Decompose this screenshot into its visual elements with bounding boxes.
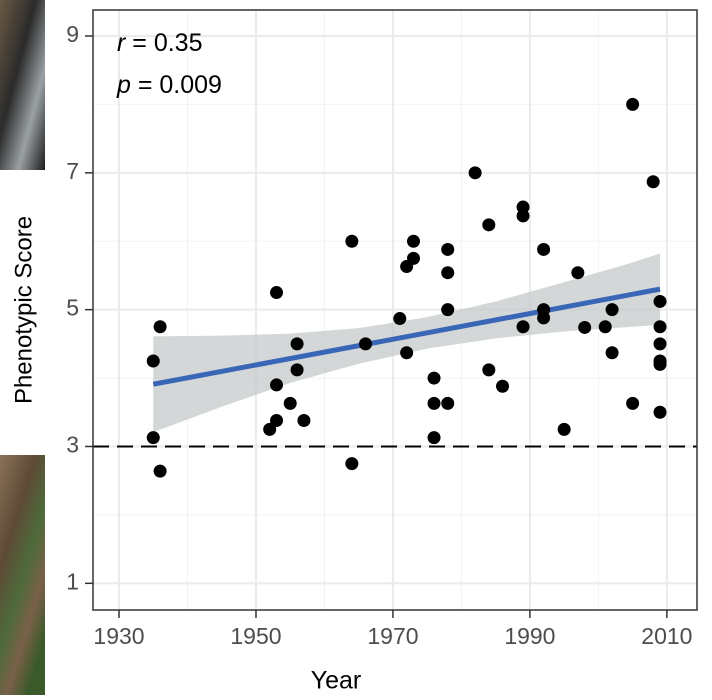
x-tick-label: 1950: [230, 623, 281, 649]
photo-bottom: [0, 455, 45, 695]
data-point: [516, 200, 530, 214]
data-point: [283, 396, 297, 410]
data-point: [441, 242, 455, 256]
data-point: [646, 175, 660, 189]
photo-top: [0, 0, 45, 170]
data-point: [290, 363, 304, 377]
data-point: [441, 266, 455, 280]
x-tick-label: 2010: [641, 623, 692, 649]
data-point: [153, 464, 167, 478]
y-tick-label: 7: [66, 158, 79, 184]
y-tick-label: 1: [66, 568, 79, 594]
y-tick-label: 5: [66, 295, 79, 321]
data-point: [427, 396, 441, 410]
x-tick-label: 1990: [504, 623, 555, 649]
data-point: [345, 234, 359, 248]
x-tick-label: 1930: [93, 623, 144, 649]
x-tick-label: 1970: [367, 623, 418, 649]
data-point: [359, 337, 373, 351]
data-point: [297, 413, 311, 427]
data-point: [441, 303, 455, 317]
data-point: [571, 266, 585, 280]
data-point: [537, 242, 551, 256]
data-point: [482, 363, 496, 377]
data-point: [653, 405, 667, 419]
data-point: [393, 312, 407, 326]
data-point: [345, 457, 359, 471]
y-tick-label: 3: [66, 432, 79, 458]
data-point: [146, 431, 160, 445]
data-point: [537, 311, 551, 325]
data-point: [400, 346, 414, 360]
data-point: [557, 422, 571, 436]
data-point: [516, 209, 530, 223]
stat-annotation: r = 0.35: [117, 29, 202, 57]
data-point: [441, 396, 455, 410]
data-point: [146, 354, 160, 368]
panel-border: [92, 9, 698, 611]
data-point: [516, 320, 530, 334]
x-axis-title: Year: [311, 667, 362, 695]
data-point: [626, 97, 640, 111]
data-point: [270, 413, 284, 427]
stat-annotation: p = 0.009: [116, 71, 222, 99]
data-point: [605, 346, 619, 360]
data-point: [496, 379, 510, 393]
data-point: [578, 320, 592, 334]
data-point: [626, 396, 640, 410]
data-point: [427, 431, 441, 445]
regression-line: [152, 286, 661, 387]
data-point: [598, 320, 612, 334]
data-point: [270, 378, 284, 392]
data-point: [653, 320, 667, 334]
data-point: [605, 303, 619, 317]
data-point: [406, 251, 420, 265]
data-point: [263, 422, 277, 436]
data-point: [290, 337, 304, 351]
data-point: [653, 337, 667, 351]
y-axis-title: Phenotypic Score: [10, 216, 37, 404]
data-point: [427, 371, 441, 385]
confidence-band: [153, 253, 661, 433]
data-point: [482, 218, 496, 232]
data-point: [153, 320, 167, 334]
y-tick-label: 9: [66, 21, 79, 47]
plot-area: 1930 1950 1970 1990 2010 1 3 5 7 9 r = 0.35 p = 0.0…: [66, 9, 698, 649]
data-point: [653, 357, 667, 371]
data-point: [468, 166, 482, 180]
data-point: [406, 234, 420, 248]
data-point: [653, 294, 667, 308]
data-point: [270, 286, 284, 300]
